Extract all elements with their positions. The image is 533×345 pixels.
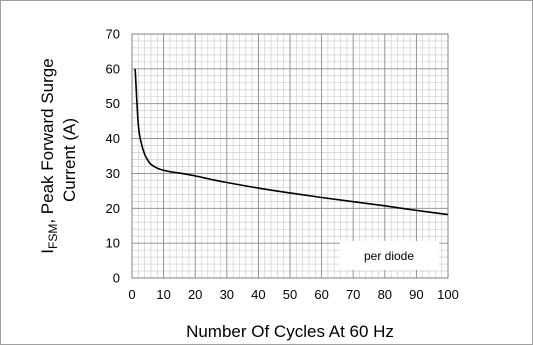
plot-border <box>131 33 449 279</box>
y-tick-labels: 0 10 20 30 40 50 60 70 <box>106 27 120 286</box>
y-tick-label: 10 <box>106 236 120 251</box>
x-tick-label: 100 <box>437 287 459 302</box>
y-axis-label-rest: , Peak Forward Surge <box>38 58 57 223</box>
y-tick-label: 60 <box>106 61 120 76</box>
x-tick-label: 40 <box>251 287 265 302</box>
series-layer <box>134 68 449 216</box>
series-line <box>134 68 449 216</box>
x-axis-label: Number Of Cycles At 60 Hz <box>186 322 394 341</box>
y-axis-label: IFSM, Peak Forward Surge Current (A) <box>38 58 79 253</box>
x-tick-label: 80 <box>378 287 392 302</box>
x-tick-label: 50 <box>283 287 297 302</box>
y-axis-label-line1: IFSM, Peak Forward Surge <box>38 58 60 253</box>
y-tick-label: 50 <box>106 96 120 111</box>
x-tick-label: 20 <box>188 287 202 302</box>
annotation-box: per diode <box>340 241 439 270</box>
y-tick-label: 30 <box>106 166 120 181</box>
y-tick-label: 20 <box>106 201 120 216</box>
y-axis-label-line2: Current (A) <box>60 118 79 202</box>
y-axis-label-prefix: I <box>38 249 57 254</box>
x-tick-labels: 0 10 20 30 40 50 60 70 80 90 100 <box>128 287 458 302</box>
x-tick-label: 60 <box>314 287 328 302</box>
x-tick-label: 0 <box>128 287 135 302</box>
x-tick-label: 30 <box>220 287 234 302</box>
x-tick-label: 70 <box>346 287 360 302</box>
y-tick-label: 70 <box>106 27 120 42</box>
x-tick-label: 90 <box>409 287 423 302</box>
y-tick-label: 0 <box>113 271 120 286</box>
y-tick-label: 40 <box>106 131 120 146</box>
y-axis-label-subscript: FSM <box>46 224 60 249</box>
annotation-per-diode: per diode <box>364 249 414 263</box>
x-tick-label: 10 <box>156 287 170 302</box>
